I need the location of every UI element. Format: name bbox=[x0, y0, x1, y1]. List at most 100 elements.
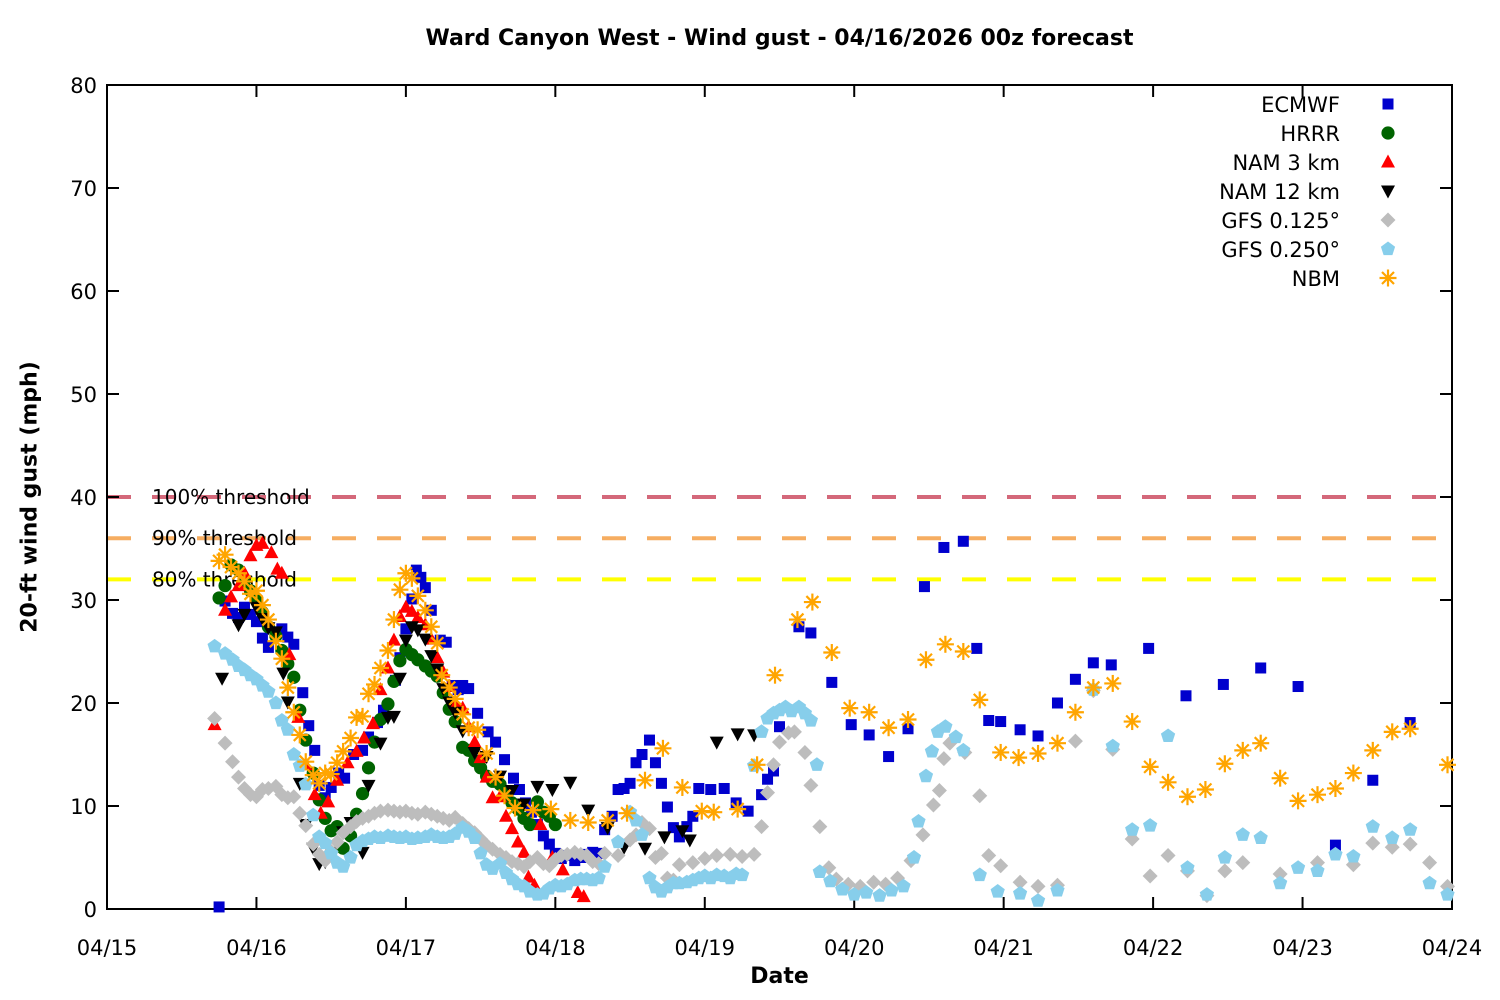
data-point bbox=[1048, 734, 1066, 752]
data-point bbox=[826, 676, 838, 688]
y-tick-label: 20 bbox=[70, 692, 97, 716]
data-point bbox=[654, 739, 672, 757]
data-point bbox=[428, 634, 446, 652]
data-point bbox=[207, 638, 222, 653]
data-point bbox=[618, 804, 636, 822]
data-point bbox=[661, 801, 673, 813]
data-point bbox=[262, 641, 274, 653]
data-point bbox=[1069, 673, 1081, 685]
data-point bbox=[409, 587, 427, 605]
data-point bbox=[403, 569, 421, 587]
data-point bbox=[218, 578, 232, 593]
data-point bbox=[285, 703, 303, 721]
data-point bbox=[774, 721, 785, 733]
data-point bbox=[841, 699, 859, 717]
data-point bbox=[675, 825, 690, 839]
data-point bbox=[971, 642, 983, 654]
data-point bbox=[530, 795, 545, 809]
data-point bbox=[823, 873, 838, 888]
threshold-label: 100% threshold bbox=[152, 485, 310, 509]
data-point bbox=[410, 610, 425, 624]
data-point bbox=[766, 757, 782, 773]
data-point bbox=[597, 859, 612, 873]
legend-marker-pentagon-icon bbox=[1380, 241, 1396, 256]
data-point bbox=[1367, 774, 1379, 786]
data-point bbox=[1178, 788, 1196, 806]
data-point bbox=[487, 768, 505, 786]
data-point bbox=[630, 757, 642, 769]
data-point bbox=[1012, 874, 1028, 890]
data-point bbox=[931, 783, 947, 799]
legend-marker-square-icon bbox=[1382, 98, 1394, 110]
data-point bbox=[788, 611, 806, 629]
data-point bbox=[513, 784, 525, 796]
data-point bbox=[1439, 756, 1457, 774]
x-axis-label: Date bbox=[750, 964, 809, 989]
data-point bbox=[460, 719, 478, 737]
data-point bbox=[276, 623, 288, 635]
data-point bbox=[766, 666, 784, 684]
data-point bbox=[859, 885, 874, 899]
data-point bbox=[422, 618, 440, 636]
data-point bbox=[742, 805, 754, 817]
data-point bbox=[899, 710, 917, 728]
data-point bbox=[655, 777, 667, 789]
data-point bbox=[884, 883, 899, 897]
data-point bbox=[847, 887, 862, 901]
data-point bbox=[748, 756, 766, 774]
legend-label: NBM bbox=[1292, 267, 1340, 291]
data-point bbox=[298, 818, 314, 834]
data-point bbox=[373, 737, 388, 751]
data-point bbox=[1030, 878, 1046, 894]
data-point bbox=[911, 814, 926, 828]
data-point bbox=[279, 679, 297, 697]
data-point bbox=[1159, 773, 1177, 791]
x-tick-label: 04/20 bbox=[824, 936, 885, 960]
data-point bbox=[638, 842, 652, 856]
data-point bbox=[276, 667, 291, 681]
data-point bbox=[385, 611, 403, 629]
data-point bbox=[1199, 887, 1214, 901]
data-point bbox=[1010, 749, 1028, 767]
data-point bbox=[918, 581, 930, 593]
data-point bbox=[697, 851, 713, 867]
data-point bbox=[993, 858, 1009, 874]
data-point bbox=[419, 582, 431, 594]
data-point bbox=[936, 635, 954, 653]
data-point bbox=[377, 704, 389, 716]
data-point bbox=[386, 632, 401, 646]
data-point bbox=[734, 848, 750, 864]
data-point bbox=[543, 838, 555, 850]
data-point bbox=[555, 862, 570, 876]
legend-label: HRRR bbox=[1280, 122, 1340, 146]
data-point bbox=[542, 800, 560, 818]
data-point bbox=[673, 831, 685, 843]
data-point bbox=[983, 715, 995, 727]
legend-label: NAM 12 km bbox=[1219, 180, 1340, 204]
data-point bbox=[610, 847, 626, 863]
data-point bbox=[215, 672, 230, 686]
data-point bbox=[1032, 730, 1044, 742]
data-point bbox=[1235, 855, 1251, 871]
data-point bbox=[1364, 741, 1382, 759]
data-point bbox=[1030, 893, 1046, 907]
data-point bbox=[533, 817, 548, 831]
data-point bbox=[812, 864, 827, 878]
data-point bbox=[938, 541, 950, 553]
data-point bbox=[548, 817, 562, 832]
legend-marker-triangle-up-icon bbox=[1381, 154, 1395, 168]
data-point bbox=[227, 607, 239, 619]
legend-item-nbm: NBM bbox=[1292, 267, 1397, 291]
data-point bbox=[803, 713, 818, 727]
data-point bbox=[247, 582, 265, 600]
data-point bbox=[504, 821, 519, 835]
data-point bbox=[812, 819, 828, 835]
data-point bbox=[1125, 822, 1140, 836]
data-point bbox=[756, 789, 768, 801]
data-point bbox=[268, 695, 283, 710]
data-point bbox=[524, 801, 542, 819]
data-point bbox=[1383, 723, 1401, 741]
data-point bbox=[282, 647, 297, 661]
data-point bbox=[845, 719, 857, 731]
data-point bbox=[948, 729, 963, 744]
